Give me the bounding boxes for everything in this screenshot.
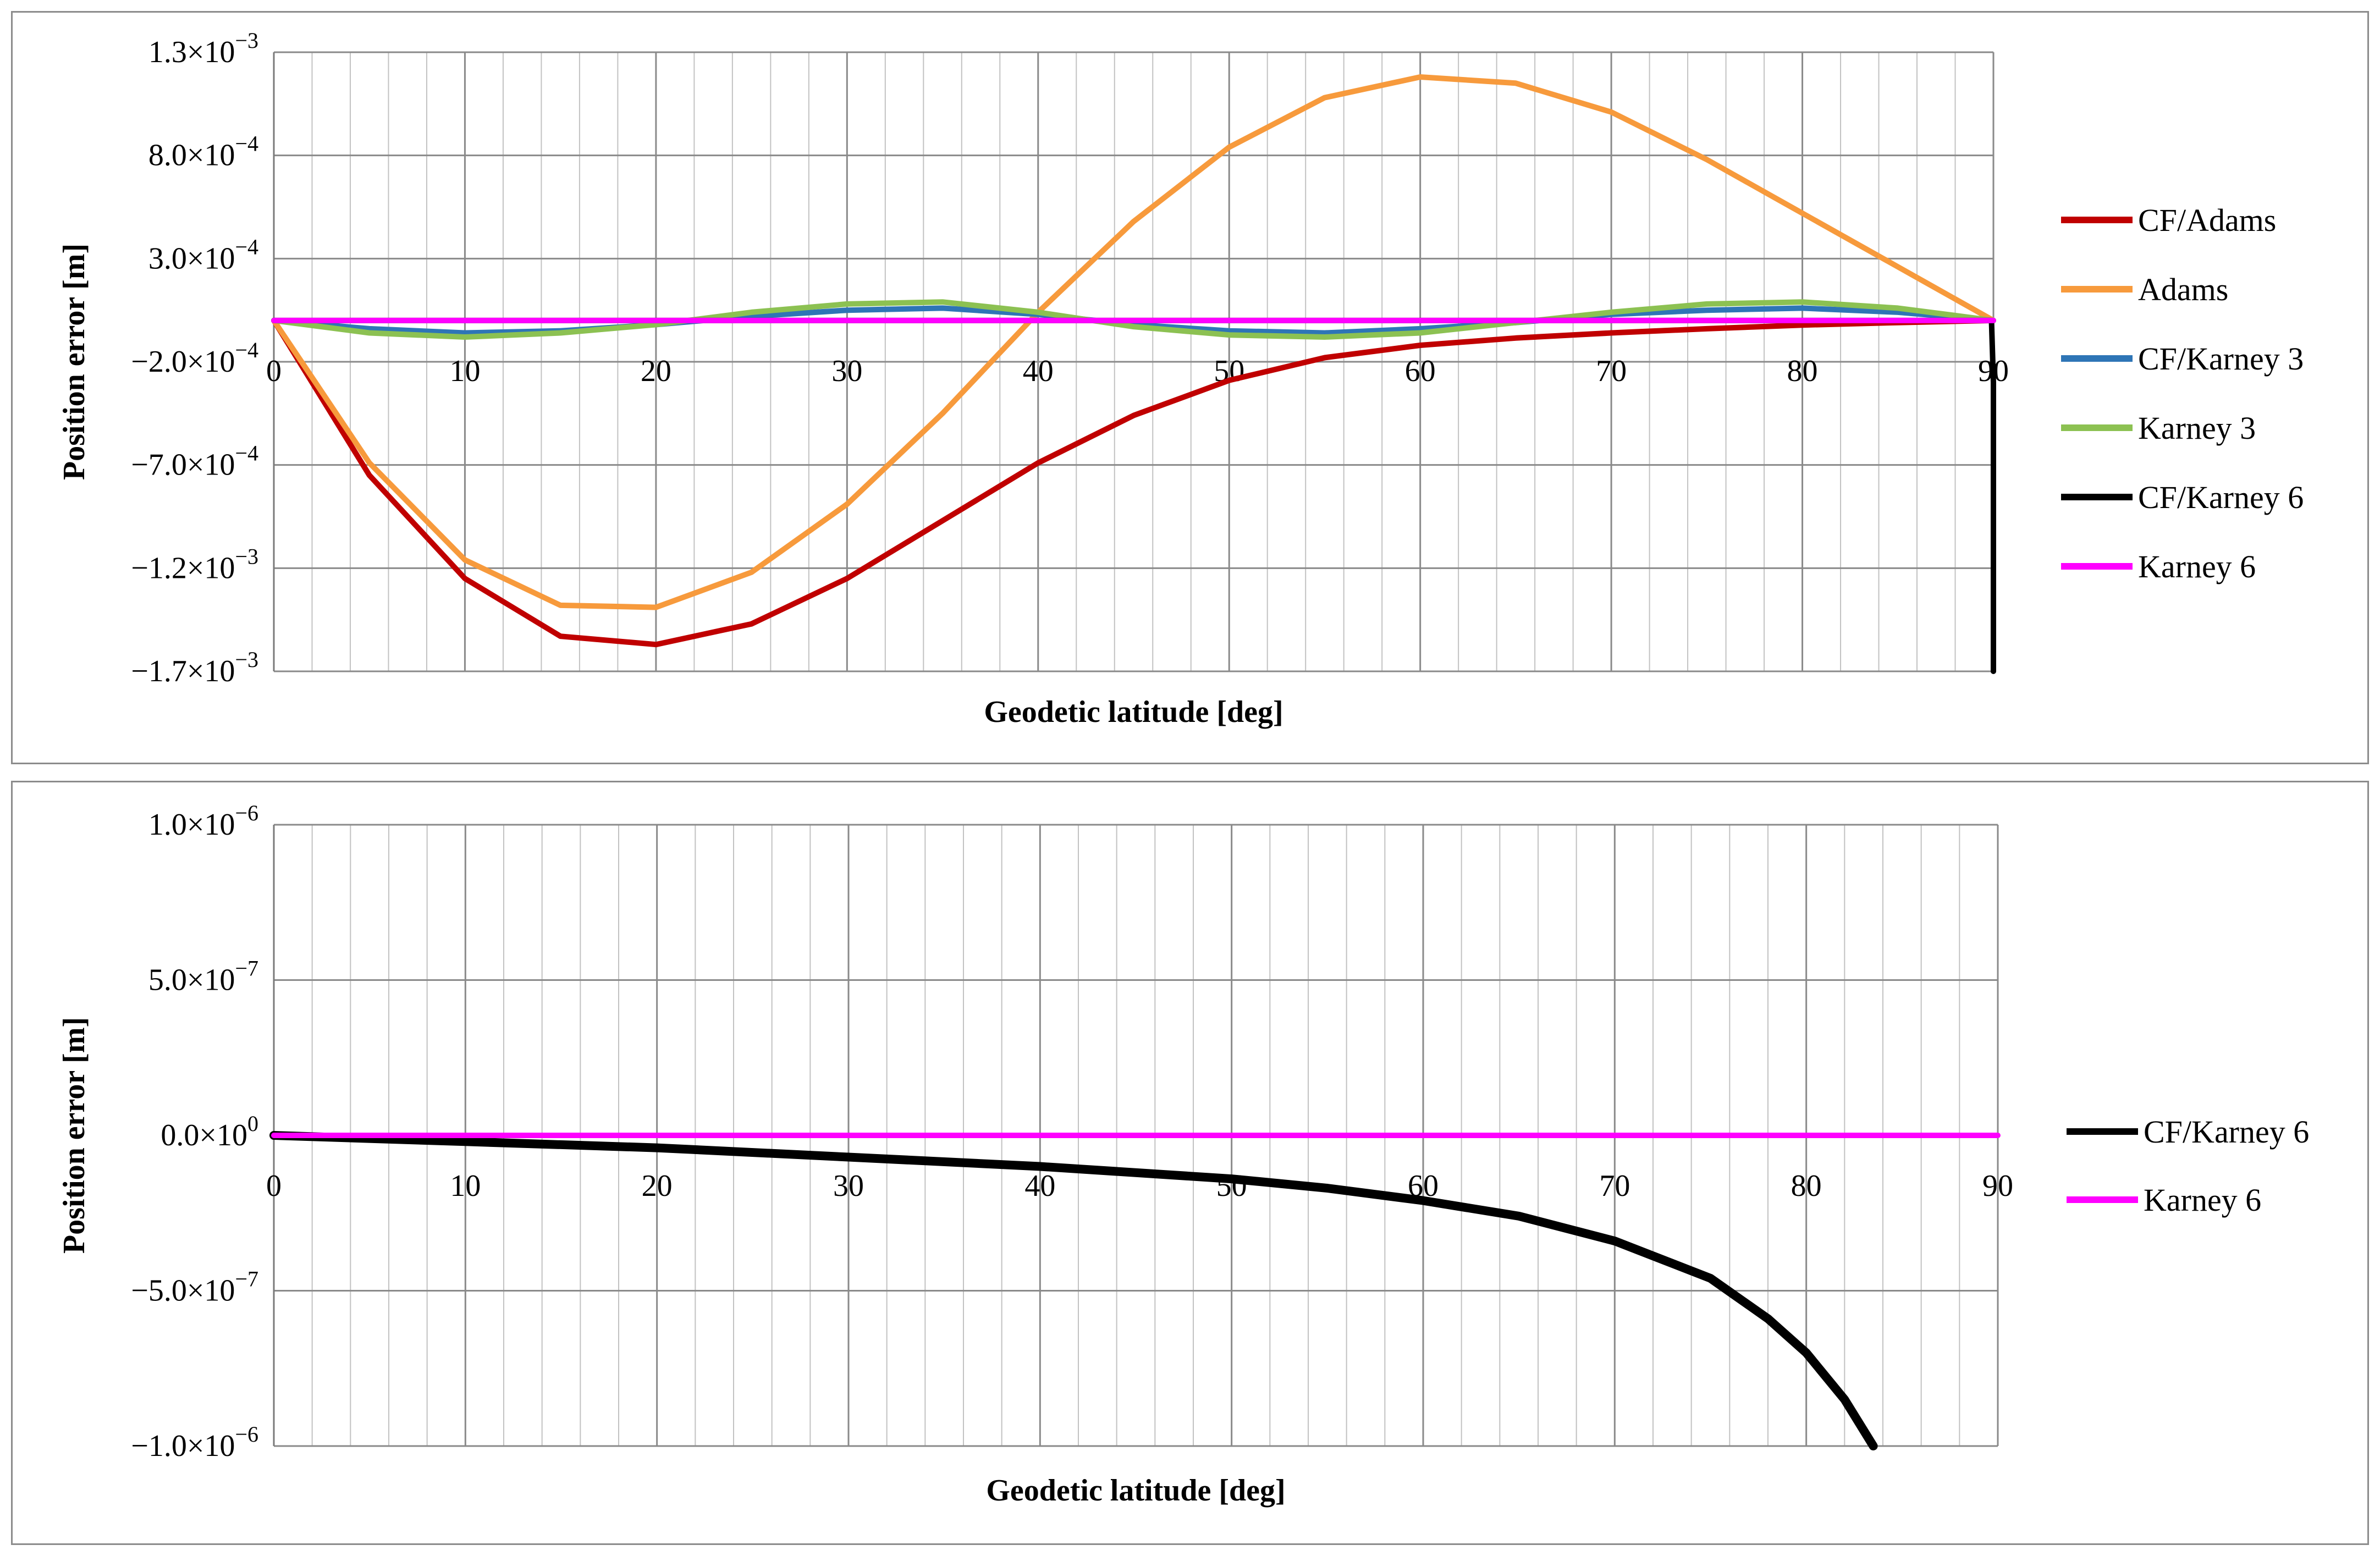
y-tick-label: −1.7×10−3 <box>131 647 258 688</box>
y-tick-label: 1.0×10−6 <box>148 801 258 842</box>
x-tick-label: 10 <box>449 354 480 388</box>
x-tick-label: 60 <box>1405 354 1436 388</box>
chart-panel-top: 1.3×10−3 8.0×10−4 3.0×10−4 −2.0×10−4 −7.0×10… <box>11 11 2369 764</box>
x-tick-label: 40 <box>1023 354 1054 388</box>
legend-label: Karney 3 <box>2138 410 2256 446</box>
legend-label: Adams <box>2138 272 2228 307</box>
x-axis-title: Geodetic latitude [deg] <box>986 1474 1285 1508</box>
x-tick-label: 80 <box>1791 1169 1822 1203</box>
legend: CF/Adams Adams CF/Karney 3 Karney 3 CF/Karne… <box>2061 202 2304 584</box>
series-line-karney-3 <box>271 299 1996 340</box>
x-tick-label: 30 <box>831 354 862 388</box>
x-tick-label: 40 <box>1024 1169 1055 1203</box>
y-tick-label: −1.0×10−6 <box>131 1422 258 1463</box>
x-tick-label: 70 <box>1596 354 1627 388</box>
x-tick-label: 0 <box>266 354 282 388</box>
x-tick-label: 80 <box>1787 354 1818 388</box>
y-tick-label: −7.0×10−4 <box>131 441 258 482</box>
y-tick-label: −2.0×10−4 <box>131 338 258 379</box>
y-tick-label: 1.3×10−3 <box>148 28 258 69</box>
chart-bottom-svg: 1.0×10−6 5.0×10−7 0.0×100 −5.0×10−7 −1.0×10−… <box>57 801 2309 1508</box>
y-tick-label: 0.0×100 <box>161 1111 258 1152</box>
legend-label: CF/Karney 6 <box>2138 479 2304 515</box>
x-tick-label: 10 <box>450 1169 481 1203</box>
legend-label: Karney 6 <box>2144 1182 2261 1218</box>
legend-label: CF/Karney 6 <box>2144 1114 2309 1150</box>
x-tick-label: 90 <box>1982 1169 2013 1203</box>
y-tick-label: 8.0×10−4 <box>148 131 258 173</box>
chart-top-svg: 1.3×10−3 8.0×10−4 3.0×10−4 −2.0×10−4 −7.0×10… <box>57 28 2304 729</box>
y-tick-label: −5.0×10−7 <box>131 1267 258 1308</box>
series-line-cf-adams <box>271 317 1996 648</box>
y-axis-title: Position error [m] <box>57 244 91 480</box>
x-axis-title: Geodetic latitude [deg] <box>984 695 1283 729</box>
series-line-cf-karney-6 <box>269 1131 1878 1450</box>
chart-panel-bottom: 1.0×10−6 5.0×10−7 0.0×100 −5.0×10−7 −1.0×10−… <box>11 781 2369 1545</box>
y-tick-label: 5.0×10−7 <box>148 956 258 997</box>
x-tick-label: 20 <box>641 354 671 388</box>
legend: CF/Karney 6 Karney 6 <box>2067 1114 2309 1218</box>
legend-label: Karney 6 <box>2138 549 2256 584</box>
x-tick-label: 0 <box>266 1169 282 1203</box>
y-axis-title: Position error [m] <box>57 1017 91 1254</box>
x-tick-label: 20 <box>642 1169 673 1203</box>
series-line-adams <box>271 74 1996 610</box>
y-tick-label: 3.0×10−4 <box>148 234 258 275</box>
legend-label: CF/Adams <box>2138 202 2276 238</box>
x-tick-label: 30 <box>833 1169 864 1203</box>
y-tick-label: −1.2×10−3 <box>131 544 258 585</box>
legend-label: CF/Karney 3 <box>2138 341 2304 377</box>
x-tick-label: 70 <box>1599 1169 1630 1203</box>
grid <box>273 51 1995 672</box>
